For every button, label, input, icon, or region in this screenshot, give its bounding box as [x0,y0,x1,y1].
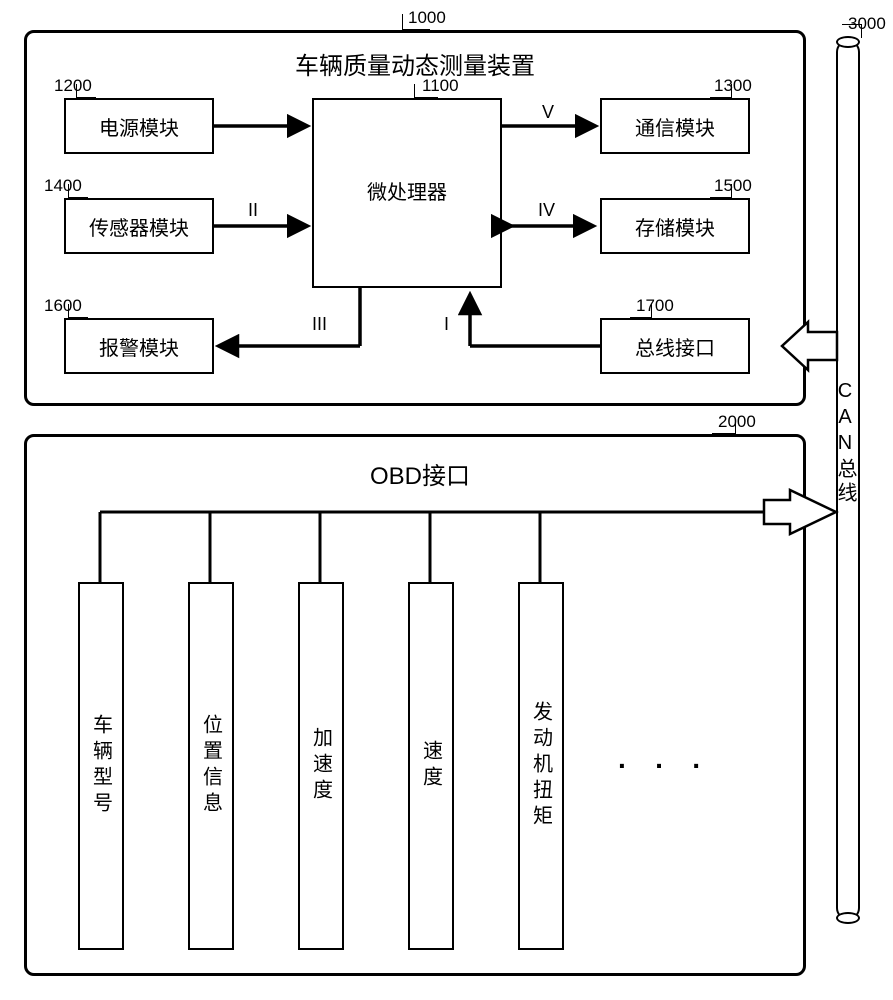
ref-line-1500 [710,184,732,198]
busif-box: 总线接口 [600,318,750,374]
edge-III: III [312,314,327,335]
sensor-label: 传感器模块 [89,212,189,241]
storage-label: 存储模块 [635,212,715,241]
ref-line-1200 [76,84,96,98]
ref-line-1100 [414,84,438,98]
obd-item-2: 加速度 [298,582,344,950]
edge-IV: IV [538,200,555,221]
obd-item-1-label: 位置信息 [197,714,226,818]
comm-box: 通信模块 [600,98,750,154]
obd-item-0: 车辆型号 [78,582,124,950]
comm-label: 通信模块 [635,112,715,141]
obd-item-3-label: 速度 [417,740,446,792]
microprocessor-label: 微处理器 [312,176,502,205]
busif-label: 总线接口 [635,332,715,361]
obd-item-2-label: 加速度 [307,727,336,805]
obd-dots: · · · [618,750,712,782]
alarm-label: 报警模块 [99,332,179,361]
obd-item-4: 发动机扭矩 [518,582,564,950]
edge-I: I [444,314,449,335]
alarm-box: 报警模块 [64,318,214,374]
ref-line-1300 [710,84,732,98]
storage-box: 存储模块 [600,198,750,254]
edge-II: II [248,200,258,221]
ref-line-1000 [402,14,430,30]
can-cap-bottom [836,912,860,924]
ref-line-3000 [842,24,862,38]
obd-item-3: 速度 [408,582,454,950]
diagram-root: 1000 车辆质量动态测量装置 微处理器 1100 电源模块 1200 传感器模… [0,0,893,1000]
edge-V: V [542,102,554,123]
sensor-box: 传感器模块 [64,198,214,254]
obd-title: OBD接口 [360,456,480,491]
ref-line-1700 [630,304,652,318]
obd-item-1: 位置信息 [188,582,234,950]
power-box: 电源模块 [64,98,214,154]
ref-line-2000 [712,420,736,434]
obd-item-4-label: 发动机扭矩 [527,701,556,831]
obd-item-0-label: 车辆型号 [87,714,116,818]
ref-line-1400 [68,184,88,198]
ref-line-1600 [68,304,88,318]
device-title: 车辆质量动态测量装置 [260,46,570,81]
power-label: 电源模块 [99,112,179,141]
can-label: CAN总线 [836,380,860,506]
